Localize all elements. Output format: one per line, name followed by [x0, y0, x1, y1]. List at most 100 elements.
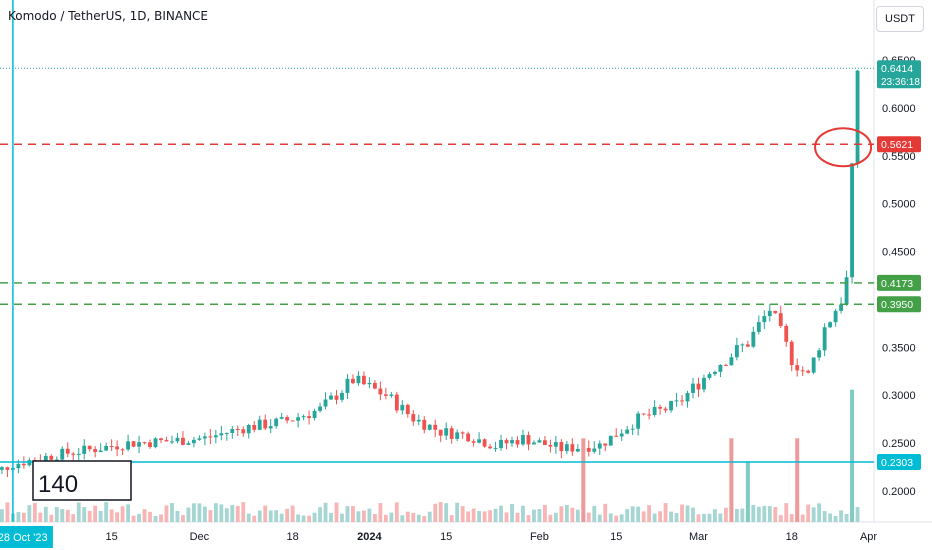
- candle-body: [751, 331, 756, 347]
- y-tick-label: 0.5500: [882, 151, 916, 163]
- candle-body: [603, 443, 608, 446]
- candle-body: [263, 419, 268, 429]
- volume-bar: [680, 504, 684, 522]
- candle-body: [131, 441, 136, 447]
- volume-bar: [597, 514, 602, 522]
- annotation-box: [32, 460, 132, 501]
- candle-body: [745, 344, 750, 347]
- volume-bar: [586, 512, 591, 522]
- x-tick-label: 15: [440, 531, 452, 543]
- candles-group: [0, 69, 860, 478]
- volume-spike: [729, 438, 734, 522]
- candle-body: [65, 448, 70, 454]
- candle-body: [828, 322, 833, 328]
- candle-body: [82, 445, 87, 454]
- volume-bar: [685, 505, 690, 522]
- volume-bar: [224, 508, 229, 522]
- candle-body: [422, 419, 427, 430]
- x-tick-label: 2024: [357, 531, 382, 543]
- currency-button[interactable]: USDT: [876, 6, 924, 32]
- volume-bar: [170, 502, 174, 522]
- candle-body: [71, 453, 76, 455]
- candle-body: [120, 449, 125, 451]
- candle-body: [329, 395, 333, 400]
- volume-bar: [181, 515, 185, 522]
- volume-bar: [669, 511, 673, 522]
- candle-body: [625, 429, 630, 434]
- volume-bar: [82, 507, 87, 522]
- candle-body: [477, 439, 482, 443]
- volume-bar: [27, 505, 32, 522]
- volume-bar: [241, 502, 246, 522]
- volume-bar: [296, 514, 301, 522]
- candle-body: [789, 341, 794, 366]
- volume-bar: [723, 507, 728, 522]
- volume-bar: [789, 514, 794, 522]
- volume-bar: [603, 503, 608, 522]
- volume-bar: [148, 511, 152, 522]
- volume-bar: [323, 502, 328, 522]
- candle-body: [208, 436, 213, 438]
- volume-bar: [186, 507, 191, 522]
- price-label: [877, 136, 921, 153]
- volume-bar: [696, 514, 701, 522]
- candle-body: [608, 435, 613, 446]
- volume-bar: [329, 513, 333, 522]
- candle-body: [839, 304, 844, 311]
- volume-bar: [213, 503, 218, 522]
- volume-bar: [263, 505, 268, 522]
- y-tick-label: 0.3500: [882, 342, 916, 354]
- volume-bar: [202, 506, 207, 522]
- candle-body: [767, 310, 772, 317]
- candle-body: [170, 441, 174, 443]
- candle-body: [806, 370, 811, 373]
- candle-body: [537, 440, 542, 443]
- candle-body: [372, 382, 377, 389]
- volume-bar: [564, 504, 569, 522]
- volume-bar: [208, 510, 213, 522]
- candle-body: [104, 445, 109, 451]
- candle-body: [778, 313, 783, 326]
- volume-bar: [98, 510, 103, 522]
- volume-bar: [855, 507, 860, 522]
- candle-body: [241, 429, 246, 434]
- y-tick-label: 0.4500: [882, 247, 916, 259]
- volume-bar: [301, 515, 306, 522]
- candle-body: [592, 448, 597, 452]
- candle-body: [674, 400, 679, 402]
- candle-body: [362, 375, 366, 385]
- volume-bar: [833, 515, 838, 522]
- candle-body: [663, 408, 668, 411]
- volume-bar: [54, 506, 59, 522]
- y-tick-label: 0.5000: [882, 199, 916, 211]
- candle-body: [279, 417, 284, 419]
- volume-bar: [274, 510, 279, 522]
- volume-bar: [109, 509, 114, 522]
- candle-body: [614, 435, 619, 437]
- volume-spike: [795, 438, 800, 522]
- volume-bar: [351, 506, 355, 522]
- candle-body: [345, 378, 350, 393]
- price-label: [877, 453, 921, 470]
- candle-body: [833, 310, 838, 323]
- candle-body: [713, 371, 717, 375]
- candle-body: [307, 416, 311, 418]
- volume-bar: [362, 510, 366, 522]
- volume-spike: [745, 461, 750, 522]
- volume-bar: [488, 510, 492, 522]
- candle-body: [570, 444, 575, 452]
- volume-bar: [740, 508, 745, 522]
- candle-body: [756, 322, 761, 332]
- volume-bar: [619, 514, 624, 522]
- volume-bar: [400, 515, 405, 522]
- candle-body: [60, 448, 65, 460]
- volume-bar: [674, 513, 679, 522]
- volume-bar: [444, 503, 449, 522]
- volume-bar: [367, 508, 372, 522]
- volume-bar: [87, 510, 92, 522]
- candle-body: [76, 453, 81, 455]
- volume-bar: [718, 513, 723, 522]
- candle-body: [696, 383, 701, 390]
- volume-bar: [658, 511, 663, 522]
- price-label-text: 0.6414: [881, 63, 913, 75]
